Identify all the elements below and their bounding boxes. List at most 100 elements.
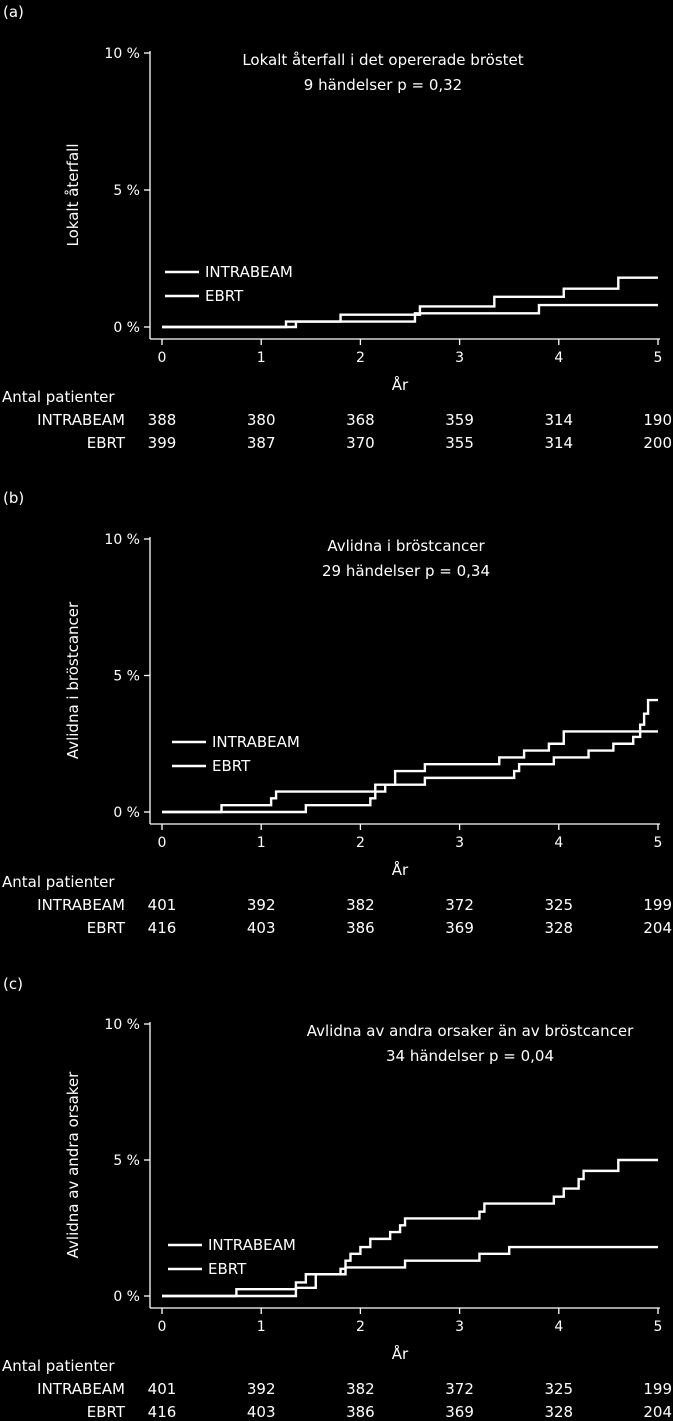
at-risk-value: 328	[544, 1403, 573, 1421]
at-risk-row-label: INTRABEAM	[37, 896, 125, 914]
at-risk-value: 325	[544, 1380, 573, 1398]
panel-b: (b) 0 % 5 % 10 % 0 1 2 3 4 5 År Avlidna i bröstcanc…	[2, 489, 672, 937]
panel-label: (c)	[3, 975, 23, 993]
x-tick-label: 5	[654, 835, 663, 851]
series-line-intrabeam	[162, 698, 658, 814]
chart-subtitle: 34 händelser p = 0,04	[386, 1047, 554, 1065]
at-risk-value: 403	[247, 919, 276, 937]
y-tick-label: 10 %	[104, 1017, 140, 1033]
x-axis-label: År	[392, 860, 409, 879]
panel-a: (a) 0 % 5 % 10 % 0 1 2 3 4 5 År Lokalt återfall Loka…	[2, 3, 672, 452]
at-risk-row-label: EBRT	[87, 434, 126, 452]
series-line-intrabeam	[162, 1158, 658, 1298]
series-line-ebrt	[162, 1245, 658, 1298]
x-tick-label: 4	[554, 835, 563, 851]
y-tick-label: 0 %	[113, 805, 140, 821]
chart-subtitle: 9 händelser p = 0,32	[304, 76, 462, 94]
at-risk-value: 328	[544, 919, 573, 937]
x-tick-label: 4	[554, 350, 563, 366]
x-tick-label: 3	[455, 1319, 464, 1335]
x-tick-label: 0	[158, 1319, 167, 1335]
x-tick-label: 2	[356, 835, 365, 851]
panel-label: (a)	[3, 3, 24, 21]
at-risk-value: 355	[445, 434, 474, 452]
y-tick-label: 0 %	[113, 320, 140, 336]
x-tick-label: 2	[356, 350, 365, 366]
y-tick-label: 5 %	[113, 1153, 140, 1169]
at-risk-value: 199	[643, 896, 672, 914]
at-risk-value: 369	[445, 919, 474, 937]
x-tick-label: 0	[158, 350, 167, 366]
at-risk-value: 403	[247, 1403, 276, 1421]
x-tick-label: 4	[554, 1319, 563, 1335]
series-line-ebrt	[162, 730, 658, 814]
at-risk-row-label: EBRT	[87, 1403, 126, 1421]
x-tick-label: 5	[654, 350, 663, 366]
y-tick-label: 10 %	[104, 46, 140, 62]
at-risk-value: 380	[247, 411, 276, 429]
chart-title: Lokalt återfall i det opererade bröstet	[242, 51, 523, 69]
at-risk-value: 392	[247, 896, 276, 914]
y-axis-label: Avlidna av andra orsaker	[64, 1071, 82, 1258]
chart-title: Avlidna av andra orsaker än av bröstcanc…	[307, 1022, 634, 1040]
x-tick-label: 0	[158, 835, 167, 851]
legend-label: EBRT	[208, 1260, 247, 1278]
chart-title: Avlidna i bröstcancer	[327, 537, 485, 555]
at-risk-value: 386	[346, 1403, 375, 1421]
x-tick-label: 3	[455, 350, 464, 366]
at-risk-value: 190	[643, 411, 672, 429]
at-risk-value: 370	[346, 434, 375, 452]
y-axis-label: Avlidna i bröstcancer	[64, 601, 82, 759]
at-risk-row-label: EBRT	[87, 919, 126, 937]
x-axis-label: År	[392, 375, 409, 394]
legend-label: EBRT	[212, 757, 251, 775]
chart-subtitle: 29 händelser p = 0,34	[322, 562, 490, 580]
at-risk-value: 382	[346, 896, 375, 914]
y-tick-label: 5 %	[113, 669, 140, 685]
at-risk-value: 199	[643, 1380, 672, 1398]
panel-c: (c) 0 % 5 % 10 % 0 1 2 3 4 5 År Avlidna av andra or…	[2, 975, 672, 1421]
at-risk-row-label: INTRABEAM	[37, 411, 125, 429]
at-risk-value: 369	[445, 1403, 474, 1421]
at-risk-title: Antal patienter	[2, 388, 115, 406]
at-risk-value: 387	[247, 434, 276, 452]
at-risk-value: 314	[544, 411, 573, 429]
x-tick-label: 5	[654, 1319, 663, 1335]
at-risk-value: 416	[148, 919, 177, 937]
at-risk-value: 314	[544, 434, 573, 452]
x-tick-label: 3	[455, 835, 464, 851]
series-line-ebrt	[162, 303, 658, 329]
at-risk-value: 368	[346, 411, 375, 429]
legend-label: INTRABEAM	[205, 263, 293, 281]
y-tick-label: 5 %	[113, 183, 140, 199]
at-risk-value: 388	[148, 411, 177, 429]
at-risk-value: 200	[643, 434, 672, 452]
x-tick-label: 1	[257, 1319, 266, 1335]
at-risk-title: Antal patienter	[2, 1357, 115, 1375]
at-risk-value: 401	[148, 896, 177, 914]
legend-label: INTRABEAM	[212, 733, 300, 751]
at-risk-value: 204	[643, 919, 672, 937]
at-risk-value: 416	[148, 1403, 177, 1421]
at-risk-value: 372	[445, 1380, 474, 1398]
at-risk-value: 401	[148, 1380, 177, 1398]
at-risk-value: 399	[148, 434, 177, 452]
y-axis-label: Lokalt återfall	[64, 144, 82, 247]
y-tick-label: 10 %	[104, 532, 140, 548]
legend-label: INTRABEAM	[208, 1236, 296, 1254]
panel-label: (b)	[3, 489, 24, 507]
x-tick-label: 2	[356, 1319, 365, 1335]
x-tick-label: 1	[257, 350, 266, 366]
at-risk-value: 386	[346, 919, 375, 937]
at-risk-value: 382	[346, 1380, 375, 1398]
x-tick-label: 1	[257, 835, 266, 851]
at-risk-value: 372	[445, 896, 474, 914]
at-risk-value: 204	[643, 1403, 672, 1421]
at-risk-row-label: INTRABEAM	[37, 1380, 125, 1398]
y-tick-label: 0 %	[113, 1289, 140, 1305]
legend-label: EBRT	[205, 287, 244, 305]
x-axis-label: År	[392, 1344, 409, 1363]
at-risk-value: 359	[445, 411, 474, 429]
at-risk-value: 325	[544, 896, 573, 914]
